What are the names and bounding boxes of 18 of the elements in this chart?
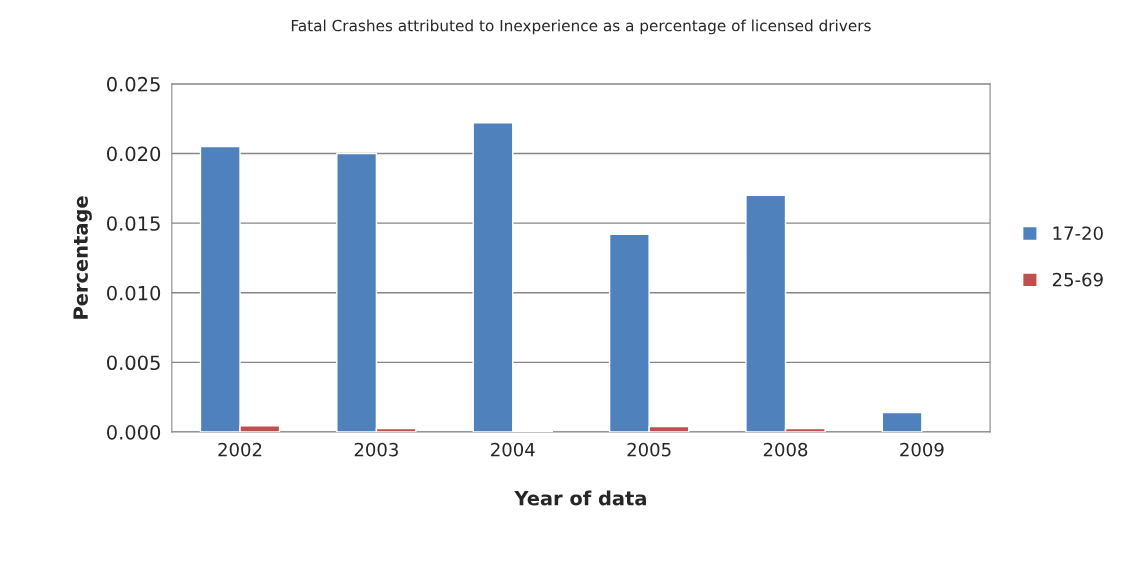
y-tick-label: 0.000 — [107, 425, 161, 440]
legend-label: 25-69 — [1052, 272, 1103, 287]
x-tick-label: 2003 — [354, 442, 398, 457]
y-tick-label: 0.025 — [107, 76, 160, 92]
x-tick-label: 2002 — [218, 442, 262, 457]
y-tick-label: 0.015 — [107, 216, 160, 231]
x-tick-label: 2008 — [763, 442, 808, 457]
x-tick-label: 2005 — [627, 442, 671, 457]
y-tick-label: 0.010 — [107, 285, 161, 301]
bar — [881, 411, 923, 433]
y-tick-label: 0.020 — [107, 146, 161, 162]
y-axis-title: Percentage — [73, 196, 92, 319]
chart-title: Fatal Crashes attributed to Inexperience as a percentage of licensed drivers — [291, 19, 871, 35]
y-tick-label: 0.005 — [107, 355, 160, 371]
x-axis-title: Year of data — [514, 490, 646, 506]
x-tick-label: 2009 — [900, 442, 944, 457]
x-tick-label: 2004 — [491, 442, 535, 457]
legend-label: 17-20 — [1053, 226, 1103, 241]
